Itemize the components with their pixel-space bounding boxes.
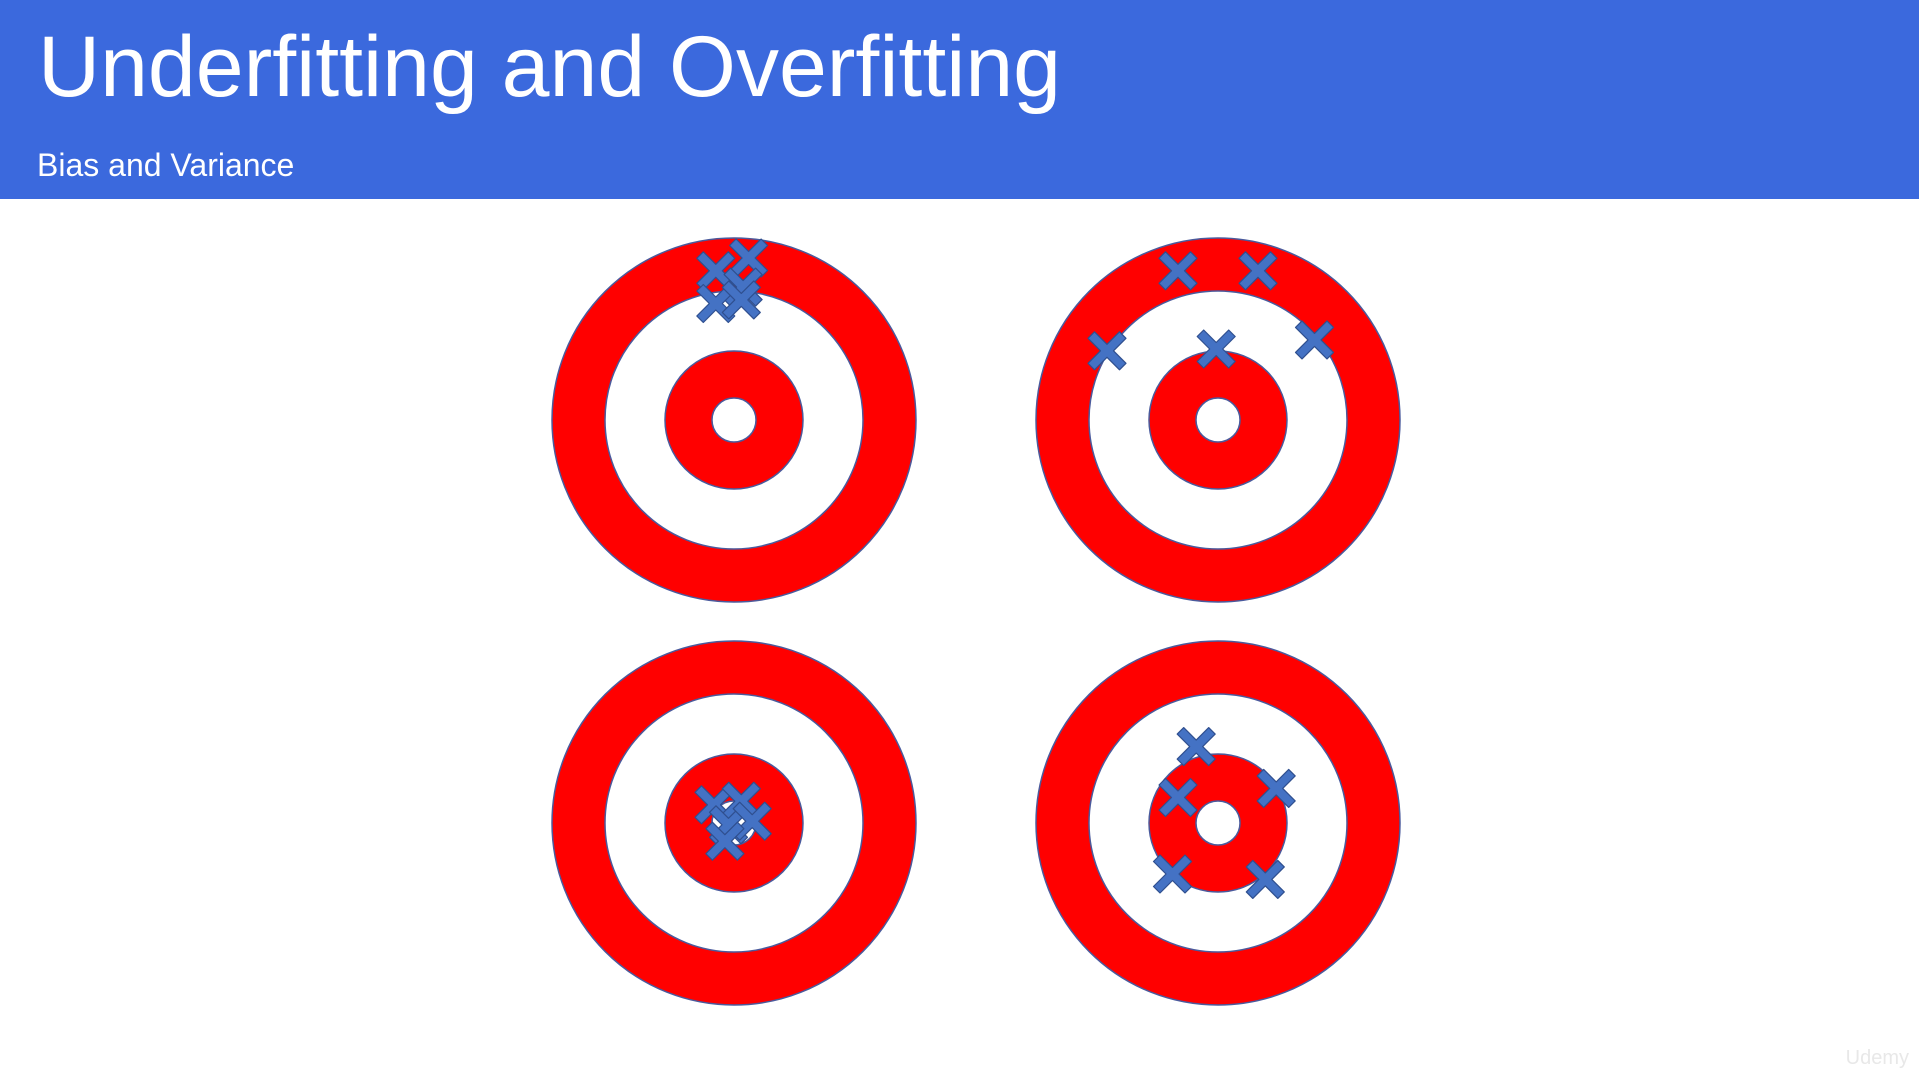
- target-bottom-right: [1035, 640, 1401, 1006]
- x-marker-icon: [1196, 329, 1236, 369]
- target-ring-4: [711, 397, 757, 443]
- x-marker-icon: [705, 821, 745, 861]
- x-marker-icon: [721, 280, 761, 320]
- x-marker-icon: [1158, 251, 1198, 291]
- target-ring-4: [1195, 397, 1241, 443]
- x-marker-icon: [1152, 854, 1193, 894]
- x-marker-icon: [1087, 331, 1127, 371]
- target-top-right: [1035, 237, 1401, 603]
- udemy-watermark: Udemy: [1845, 1047, 1909, 1069]
- title-bar: Underfitting and Overfitting Bias and Va…: [0, 0, 1919, 199]
- x-marker-icon: [1294, 320, 1335, 360]
- x-marker-icon: [1256, 768, 1296, 809]
- x-marker-icon: [1158, 777, 1198, 818]
- x-marker-icon: [1245, 859, 1285, 900]
- target-bottom-left: [551, 640, 917, 1006]
- target-ring-4: [1195, 800, 1241, 846]
- slide-title: Underfitting and Overfitting: [38, 19, 1061, 115]
- x-marker-icon: [1238, 251, 1278, 291]
- slide-subtitle: Bias and Variance: [37, 147, 295, 183]
- target-top-left: [551, 237, 917, 603]
- x-marker-icon: [1176, 726, 1216, 767]
